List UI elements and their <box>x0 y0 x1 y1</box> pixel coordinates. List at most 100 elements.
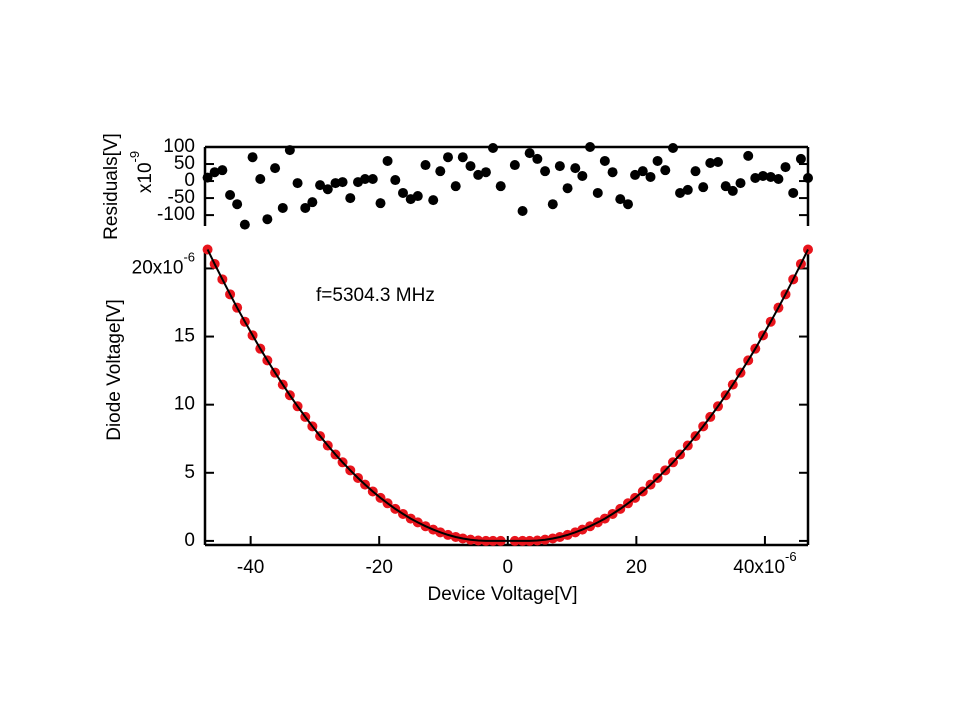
y-tick-text: -50 <box>168 187 195 208</box>
data-point <box>803 244 813 255</box>
data-point <box>705 158 716 169</box>
data-point <box>284 145 295 156</box>
data-point <box>637 166 648 177</box>
y-tick-text: 100 <box>163 136 195 157</box>
x-tick-label: 40x10-6 <box>733 549 796 578</box>
data-point <box>803 172 813 183</box>
data-point <box>307 197 318 208</box>
data-point <box>239 219 250 230</box>
y-tick-text: 15 <box>174 326 195 347</box>
data-point <box>428 195 439 206</box>
y-tick-label: 0 <box>184 170 195 191</box>
annotation: f=5304.3 MHz <box>316 285 435 306</box>
data-point <box>345 193 356 204</box>
data-point <box>668 143 678 154</box>
data-point <box>727 185 738 196</box>
data-point <box>562 183 573 194</box>
data-point <box>780 162 791 173</box>
data-point <box>577 170 588 181</box>
data-point <box>390 175 401 186</box>
data-point <box>554 161 565 172</box>
data-point <box>277 202 288 213</box>
data-point <box>758 170 768 181</box>
fit-line <box>206 249 809 542</box>
data-point <box>607 167 618 178</box>
y-tick-label: 100 <box>163 136 195 157</box>
y-tick-label: 10 <box>174 394 195 415</box>
data-point <box>300 202 311 213</box>
x-exponent: -6 <box>785 549 797 564</box>
y-tick-label: 20x10-6 <box>132 250 195 279</box>
data-point <box>315 180 326 191</box>
data-point <box>599 155 610 166</box>
data-point <box>592 187 603 198</box>
data-point <box>720 181 731 192</box>
data-point <box>652 155 663 166</box>
data-point <box>262 214 273 225</box>
x-tick-label: 0 <box>502 557 513 578</box>
data-point <box>795 153 806 164</box>
data-point <box>202 244 213 255</box>
x-axis-label: Device Voltage[V] <box>428 584 578 605</box>
data-point <box>457 152 468 163</box>
data-point <box>570 163 581 174</box>
data-point <box>375 198 386 209</box>
y-tick-text: 5 <box>184 462 195 483</box>
data-point <box>367 174 378 185</box>
data-point <box>480 167 491 178</box>
x-tick-text: 0 <box>502 557 513 578</box>
data-point <box>623 199 633 210</box>
x-tick-text: -40 <box>237 557 264 578</box>
y-tick-label: 15 <box>174 326 195 347</box>
data-point <box>398 187 408 198</box>
data-point <box>615 194 626 205</box>
data-point <box>773 174 784 185</box>
data-point <box>435 166 446 177</box>
data-point <box>750 172 761 183</box>
data-point <box>465 161 476 172</box>
data-point <box>225 190 236 201</box>
data-point <box>660 165 671 176</box>
data-point <box>292 178 303 189</box>
data-point <box>524 148 535 159</box>
x-tick-text: -20 <box>365 557 392 578</box>
data-point <box>420 160 431 171</box>
data-point <box>698 182 709 193</box>
x-tick-text: 20 <box>626 557 647 578</box>
y-tick-text: 0 <box>184 170 195 191</box>
data-point <box>360 174 371 185</box>
y-tick-label: -50 <box>168 187 195 208</box>
y-exponent: -9 <box>127 151 142 163</box>
data-point <box>690 166 701 177</box>
y-tick-text: 0 <box>184 530 195 551</box>
y-tick-label: 50 <box>174 153 195 174</box>
data-point <box>735 178 746 189</box>
data-point <box>630 169 641 180</box>
data-point <box>209 167 220 178</box>
x-tick-label: -40 <box>237 557 264 578</box>
x-tick-label: -20 <box>365 557 392 578</box>
x-tick-label: 20 <box>626 557 647 578</box>
data-point <box>547 199 558 210</box>
y-tick-label: 0 <box>184 530 195 551</box>
data-point <box>443 152 453 163</box>
data-point <box>743 150 754 161</box>
data-point <box>645 171 656 182</box>
y-tick-text: 20x10 <box>132 257 184 278</box>
data-point <box>382 155 393 166</box>
data-point <box>540 166 551 177</box>
data-point <box>322 184 333 195</box>
data-point <box>532 153 543 164</box>
data-point <box>788 187 799 198</box>
data-point <box>488 143 498 154</box>
y-multiplier-text: x10 <box>135 162 156 193</box>
data-point <box>450 181 461 192</box>
y-tick-label: 5 <box>184 462 195 483</box>
data-point <box>247 152 258 163</box>
data-point <box>202 172 213 183</box>
y-tick-label: -100 <box>157 204 195 225</box>
y-tick-text: 10 <box>174 394 195 415</box>
y-axis-label: Diode Voltage[V] <box>104 299 125 441</box>
data-point <box>232 199 243 210</box>
